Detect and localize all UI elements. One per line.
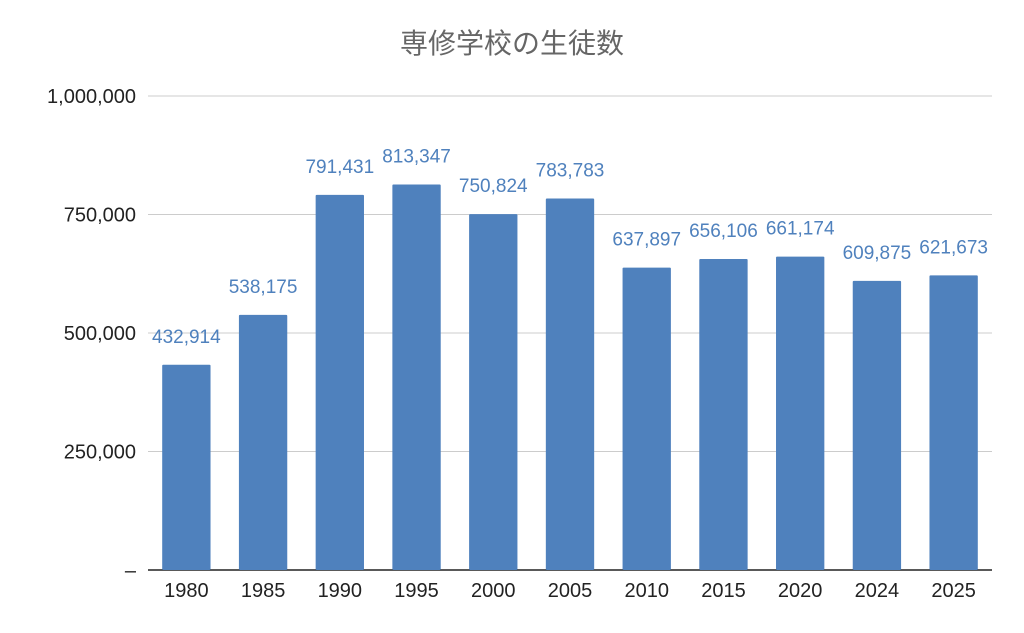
x-tick-label: 1985 <box>241 580 286 602</box>
y-tick-label: 500,000 <box>64 323 136 345</box>
y-tick-label: – <box>125 560 137 582</box>
data-label: 750,824 <box>459 176 528 197</box>
data-label: 783,783 <box>536 160 605 181</box>
x-tick-label: 1980 <box>164 580 209 602</box>
chart-title: 専修学校の生徒数 <box>399 27 624 60</box>
x-tick-label: 2024 <box>855 580 900 602</box>
bar <box>852 280 902 570</box>
x-tick-label: 2025 <box>931 580 976 602</box>
bar <box>315 194 364 571</box>
data-label: 432,914 <box>152 327 221 348</box>
bar <box>622 267 671 570</box>
y-tick-label: 1,000,000 <box>47 86 136 108</box>
x-tick-label: 2005 <box>548 580 593 602</box>
bar <box>162 364 211 570</box>
data-label: 813,347 <box>382 146 451 167</box>
x-tick-label: 1990 <box>318 580 363 602</box>
x-tick-label: 2015 <box>701 580 746 602</box>
data-label: 656,106 <box>689 221 758 242</box>
bar <box>699 259 748 570</box>
bar <box>238 314 288 570</box>
x-tick-label: 1995 <box>394 580 439 602</box>
y-tick-label: 250,000 <box>64 442 136 464</box>
bar <box>929 275 978 570</box>
data-label: 538,175 <box>229 277 298 298</box>
x-tick-label: 2000 <box>471 580 516 602</box>
bar <box>392 184 441 571</box>
bar <box>469 214 518 570</box>
data-label: 621,673 <box>919 237 988 258</box>
y-tick-label: 750,000 <box>64 205 136 227</box>
bar <box>545 198 595 570</box>
x-tick-label: 2010 <box>624 580 669 602</box>
x-tick-label: 2020 <box>778 580 823 602</box>
data-label: 609,875 <box>843 243 912 264</box>
data-label: 791,431 <box>305 157 374 178</box>
bar <box>776 256 825 570</box>
data-label: 637,897 <box>612 230 681 251</box>
data-label: 661,174 <box>766 219 835 240</box>
